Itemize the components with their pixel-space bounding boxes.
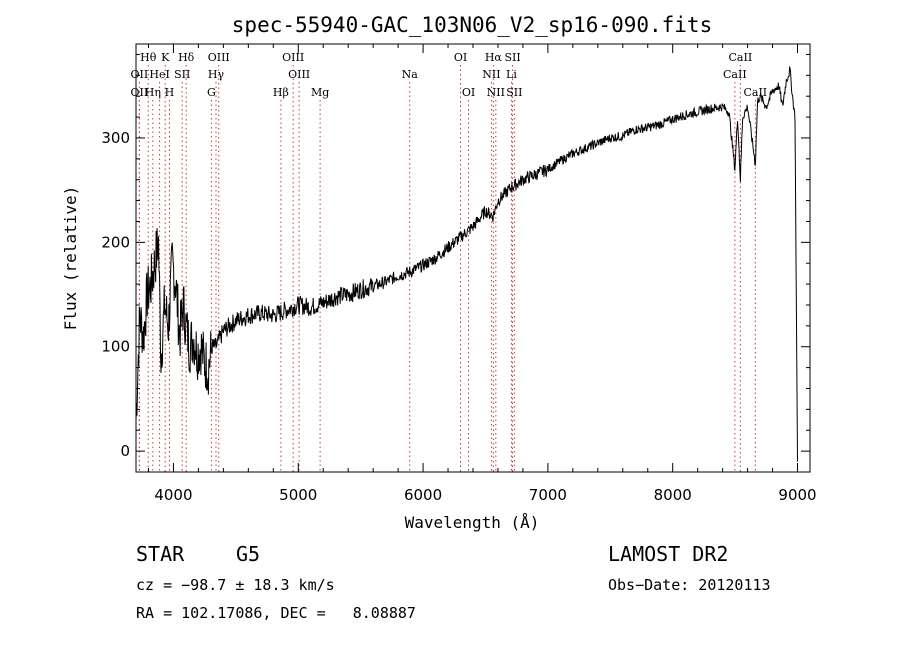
x-tick-label: 8000 [654,486,692,504]
coordinates: RA = 102.17086, DEC = 8.08887 [136,604,416,622]
line-marker-label: SII [174,68,190,81]
line-marker-label: NII [487,86,505,99]
y-tick-label: 0 [120,442,130,460]
line-marker-label: K [161,51,170,64]
line-marker-label: SII [504,51,520,64]
line-marker-label: NII [482,68,500,81]
x-tick-label: 6000 [404,486,442,504]
line-marker-label: OII [131,68,149,81]
line-marker-label: Hδ [178,51,195,64]
line-marker-label: CaII [723,68,747,81]
line-marker-label: Hγ [208,68,225,81]
redshift-readout: cz = −98.7 ± 18.3 km/s [136,576,335,594]
line-marker-label: Na [402,68,419,81]
y-tick-label: 100 [101,338,130,356]
y-tick-label: 300 [101,129,130,147]
line-marker-label: Li [506,68,517,81]
x-tick-label: 7000 [529,486,567,504]
line-marker-label: Hθ [140,51,157,64]
series-line-0 [135,65,798,462]
x-tick-label: 5000 [279,486,317,504]
line-marker-label: OI [462,86,475,99]
line-marker-label: OII [131,86,149,99]
y-tick-label: 200 [101,233,130,251]
line-marker-label: OI [454,51,467,64]
line-marker-label: Mg [311,86,329,99]
x-tick-label: 9000 [778,486,816,504]
obs-date: Obs−Date: 20120113 [608,576,771,594]
line-marker-label: HeI [149,68,169,81]
chart-title: spec-55940-GAC_103N06_V2_sp16-090.fits [232,13,712,37]
line-marker-label: G [207,86,216,99]
line-marker-label: H [165,86,175,99]
line-marker-label: OIII [208,51,230,64]
x-axis-label: Wavelength (Å) [405,513,540,532]
axis-ticks: 4000 5000 6000 7000 8000 9000 0 100 200 300 [101,44,817,504]
line-marker-label: CaII [743,86,767,99]
line-marker-label: Hβ [273,86,289,99]
line-marker-label: SII [506,86,522,99]
line-marker-label: CaII [729,51,753,64]
line-marker-label: Hη [145,86,161,99]
y-axis-label: Flux (relative) [61,186,80,331]
object-subclass: G5 [236,542,261,566]
object-class: STAR [136,542,185,566]
spectrum-series [135,65,798,462]
line-marker-label: Hα [485,51,503,64]
line-marker-label: OIII [282,51,304,64]
survey-label: LAMOST DR2 [608,542,729,566]
x-tick-label: 4000 [154,486,192,504]
line-marker-label: OIII [288,68,310,81]
